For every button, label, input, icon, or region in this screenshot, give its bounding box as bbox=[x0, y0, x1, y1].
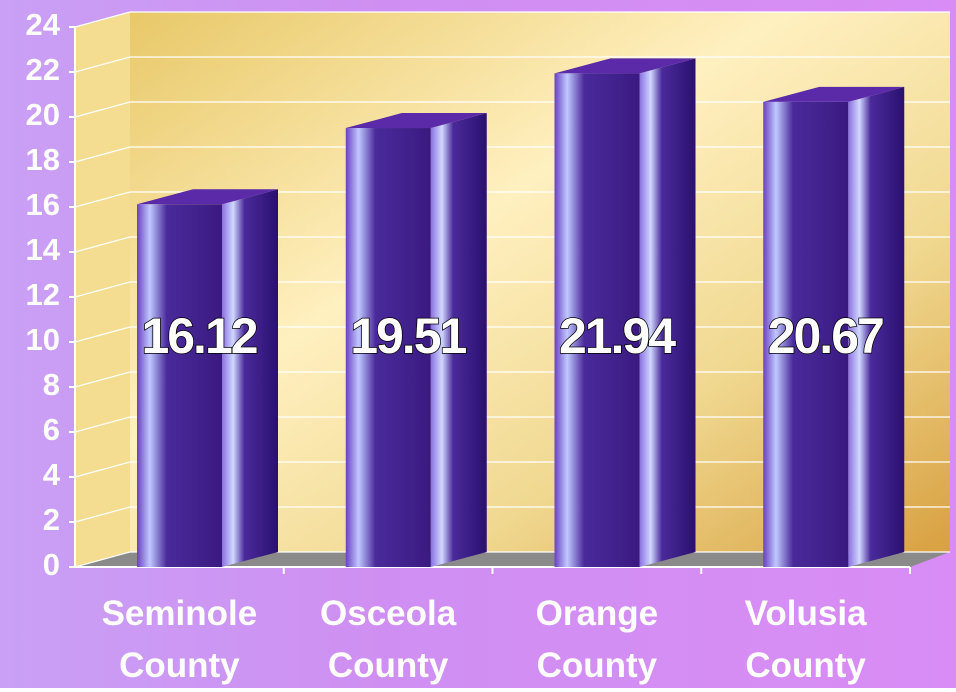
x-tick-label: Seminole County bbox=[64, 588, 294, 692]
bar bbox=[137, 189, 278, 567]
x-tick-label: Orange County bbox=[482, 588, 712, 692]
bar-side bbox=[222, 189, 278, 567]
x-tick-label: Osceola County bbox=[273, 588, 503, 692]
chart-plot: 02468101214161820222416.1219.5121.9420.6… bbox=[0, 0, 956, 688]
value-label: 16.12 bbox=[141, 308, 256, 364]
y-tick-label: 12 bbox=[26, 277, 60, 312]
y-tick-label: 10 bbox=[26, 322, 60, 357]
y-tick-label: 14 bbox=[26, 232, 61, 267]
y-tick-label: 18 bbox=[26, 142, 60, 177]
y-tick-label: 24 bbox=[26, 7, 61, 42]
value-label: 21.94 bbox=[559, 308, 676, 364]
chart: 02468101214161820222416.1219.5121.9420.6… bbox=[0, 0, 956, 688]
y-tick-label: 0 bbox=[43, 547, 60, 582]
y-tick-label: 8 bbox=[43, 367, 60, 402]
y-tick-label: 4 bbox=[43, 457, 61, 492]
y-tick-label: 16 bbox=[26, 187, 60, 222]
x-tick-label: Volusia County bbox=[691, 588, 921, 692]
value-label: 20.67 bbox=[768, 308, 883, 364]
bar-front bbox=[137, 204, 222, 567]
y-tick-label: 6 bbox=[43, 412, 60, 447]
y-tick-label: 2 bbox=[43, 502, 60, 537]
value-label: 19.51 bbox=[350, 308, 466, 364]
y-tick-label: 20 bbox=[26, 97, 60, 132]
y-tick-label: 22 bbox=[26, 52, 60, 87]
